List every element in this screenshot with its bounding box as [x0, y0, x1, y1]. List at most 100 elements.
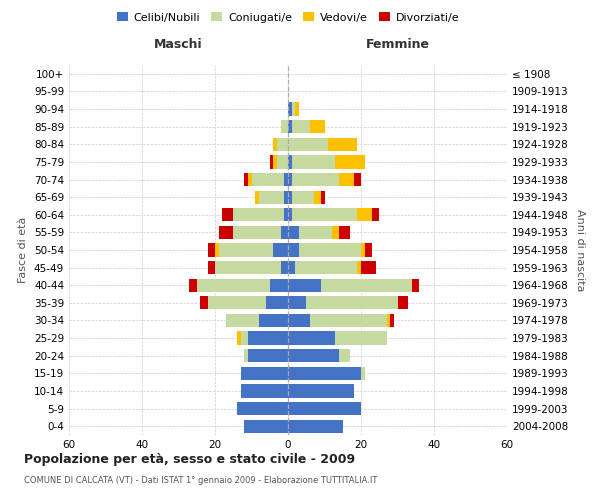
Bar [288, 120, 292, 134]
Bar [237, 332, 241, 344]
Bar [288, 278, 321, 292]
Bar [270, 156, 274, 168]
Bar [412, 278, 419, 292]
Bar [208, 261, 215, 274]
Bar [361, 244, 365, 256]
Bar [398, 296, 409, 310]
Bar [288, 314, 310, 327]
Bar [208, 244, 215, 256]
Bar [358, 208, 372, 222]
Bar [208, 296, 266, 310]
Bar [295, 261, 358, 274]
Bar [288, 138, 328, 151]
Bar [244, 420, 288, 433]
Bar [288, 208, 292, 222]
Bar [215, 261, 281, 274]
Bar [218, 226, 233, 239]
Text: Femmine: Femmine [365, 38, 430, 51]
Bar [386, 314, 390, 327]
Bar [339, 349, 350, 362]
Legend: Celibi/Nubili, Coniugati/e, Vedovi/e, Divorziati/e: Celibi/Nubili, Coniugati/e, Vedovi/e, Di… [112, 8, 464, 27]
Bar [288, 190, 292, 204]
Bar [284, 173, 288, 186]
Bar [241, 332, 248, 344]
Bar [335, 156, 365, 168]
Bar [321, 190, 325, 204]
Bar [218, 244, 274, 256]
Bar [361, 261, 376, 274]
Bar [390, 314, 394, 327]
Bar [299, 226, 332, 239]
Bar [197, 278, 270, 292]
Bar [266, 296, 288, 310]
Bar [281, 261, 288, 274]
Bar [292, 173, 339, 186]
Bar [354, 173, 361, 186]
Bar [288, 261, 295, 274]
Bar [288, 102, 292, 116]
Text: Popolazione per età, sesso e stato civile - 2009: Popolazione per età, sesso e stato civil… [24, 452, 355, 466]
Bar [288, 173, 292, 186]
Bar [332, 226, 339, 239]
Bar [270, 278, 288, 292]
Bar [251, 173, 284, 186]
Bar [292, 102, 295, 116]
Bar [200, 296, 208, 310]
Bar [295, 102, 299, 116]
Bar [284, 190, 288, 204]
Bar [288, 332, 335, 344]
Bar [292, 120, 310, 134]
Y-axis label: Anni di nascita: Anni di nascita [575, 209, 585, 291]
Bar [292, 208, 358, 222]
Bar [328, 138, 358, 151]
Bar [288, 366, 361, 380]
Bar [248, 349, 288, 362]
Bar [241, 384, 288, 398]
Bar [248, 332, 288, 344]
Y-axis label: Fasce di età: Fasce di età [19, 217, 28, 283]
Bar [284, 208, 288, 222]
Bar [259, 314, 288, 327]
Bar [226, 314, 259, 327]
Bar [339, 173, 354, 186]
Bar [288, 384, 354, 398]
Bar [306, 296, 398, 310]
Bar [292, 156, 335, 168]
Bar [190, 278, 197, 292]
Bar [274, 244, 288, 256]
Bar [244, 349, 248, 362]
Bar [372, 208, 379, 222]
Bar [274, 156, 277, 168]
Bar [277, 156, 288, 168]
Bar [288, 402, 361, 415]
Text: COMUNE DI CALCATA (VT) - Dati ISTAT 1° gennaio 2009 - Elaborazione TUTTITALIA.IT: COMUNE DI CALCATA (VT) - Dati ISTAT 1° g… [24, 476, 377, 485]
Bar [244, 173, 248, 186]
Bar [288, 349, 339, 362]
Bar [281, 226, 288, 239]
Bar [259, 190, 284, 204]
Bar [292, 190, 314, 204]
Bar [233, 208, 284, 222]
Bar [335, 332, 386, 344]
Bar [241, 366, 288, 380]
Bar [365, 244, 372, 256]
Bar [310, 120, 325, 134]
Bar [223, 208, 233, 222]
Bar [288, 244, 299, 256]
Bar [274, 138, 277, 151]
Bar [339, 226, 350, 239]
Bar [314, 190, 321, 204]
Bar [237, 402, 288, 415]
Bar [215, 244, 218, 256]
Bar [233, 226, 281, 239]
Bar [310, 314, 386, 327]
Bar [248, 173, 251, 186]
Bar [358, 261, 361, 274]
Bar [288, 226, 299, 239]
Bar [288, 156, 292, 168]
Bar [277, 138, 288, 151]
Bar [321, 278, 412, 292]
Bar [299, 244, 361, 256]
Bar [361, 366, 365, 380]
Bar [288, 296, 306, 310]
